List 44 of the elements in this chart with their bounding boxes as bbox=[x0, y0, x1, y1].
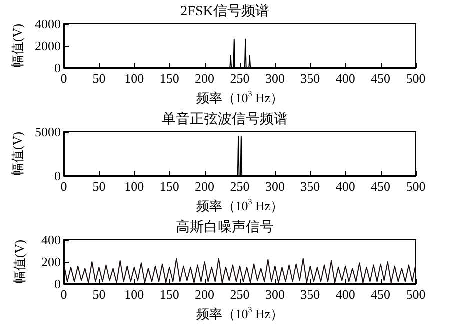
chart-title: 2FSK信号频谱 bbox=[180, 4, 270, 20]
x-tick-label: 150 bbox=[160, 287, 180, 302]
x-tick-label: 250 bbox=[230, 179, 250, 194]
x-tick-label: 150 bbox=[160, 71, 180, 86]
x-tick-label: 200 bbox=[195, 71, 215, 86]
y-axis-title: 幅值(V) bbox=[10, 132, 26, 176]
chart-title: 单音正弦波信号频谱 bbox=[162, 112, 288, 128]
y-axis-title: 幅值(V) bbox=[12, 240, 27, 284]
x-tick-label: 250 bbox=[230, 71, 250, 86]
x-tick-label: 100 bbox=[124, 71, 144, 86]
x-tick-label: 350 bbox=[300, 179, 320, 194]
y-tick-label: 0 bbox=[54, 168, 61, 184]
x-tick-label: 300 bbox=[265, 179, 285, 194]
x-tick-label: 50 bbox=[92, 287, 106, 302]
chart-title: 高斯白噪声信号 bbox=[176, 220, 274, 236]
y-tick-label: 400 bbox=[42, 232, 61, 248]
x-tick-label: 400 bbox=[336, 287, 356, 302]
x-tick-label: 450 bbox=[371, 179, 391, 194]
x-tick-label: 100 bbox=[124, 287, 144, 302]
x-tick-label: 500 bbox=[406, 179, 426, 194]
x-tick-label: 400 bbox=[336, 179, 356, 194]
y-tick-label: 4000 bbox=[35, 16, 61, 32]
x-tick-label: 400 bbox=[336, 71, 356, 86]
x-tick-label: 50 bbox=[92, 179, 106, 194]
x-tick-label: 350 bbox=[300, 287, 320, 302]
x-tick-label: 450 bbox=[371, 287, 391, 302]
x-tick-label: 350 bbox=[300, 71, 320, 86]
x-tick-label: 300 bbox=[265, 287, 285, 302]
x-tick-label: 500 bbox=[406, 71, 426, 86]
x-tick-label: 200 bbox=[195, 179, 215, 194]
y-tick-label: 0 bbox=[54, 276, 61, 292]
y-tick-label: 5000 bbox=[35, 124, 61, 140]
x-tick-label: 200 bbox=[195, 287, 215, 302]
x-tick-label: 150 bbox=[160, 179, 180, 194]
x-tick-label: 250 bbox=[230, 287, 250, 302]
x-tick-label: 300 bbox=[265, 71, 285, 86]
y-axis-title: 幅值(V) bbox=[10, 24, 26, 68]
y-tick-label: 200 bbox=[42, 254, 61, 270]
x-tick-label: 50 bbox=[92, 71, 106, 86]
x-tick-label: 100 bbox=[124, 179, 144, 194]
y-tick-label: 0 bbox=[54, 60, 61, 76]
x-tick-label: 450 bbox=[371, 71, 391, 86]
y-tick-label: 2000 bbox=[35, 38, 61, 54]
x-tick-label: 500 bbox=[406, 287, 426, 302]
